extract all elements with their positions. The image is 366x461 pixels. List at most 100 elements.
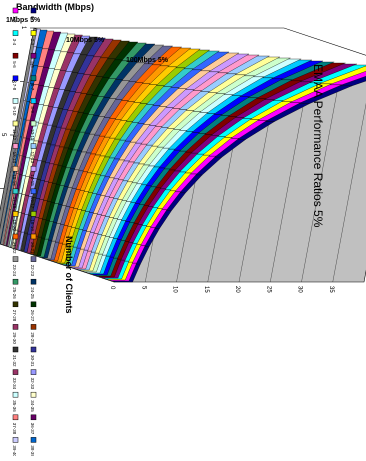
surface-cell xyxy=(32,236,42,256)
y-tick-label: 10Mbps 5% xyxy=(66,37,105,44)
legend-item: 3-4 xyxy=(12,30,19,46)
legend-swatch xyxy=(12,256,19,262)
legend-swatch xyxy=(30,52,37,59)
legend-swatch xyxy=(30,143,37,149)
legend-item: 13-14 xyxy=(12,143,19,164)
legend-label: 0-1 xyxy=(30,16,35,23)
z-tick-label: 20 xyxy=(234,286,240,293)
legend-swatch xyxy=(12,324,19,330)
legend-label: 14-15 xyxy=(30,174,35,186)
z-tick-label: 10 xyxy=(172,286,178,293)
legend-label: 24-25 xyxy=(30,287,35,299)
legend-item: 8-9 xyxy=(30,98,37,113)
legend-label: 35-36 xyxy=(12,400,17,412)
legend-item: 15-16 xyxy=(12,165,19,186)
legend-label: 11-12 xyxy=(12,129,17,141)
z-tick-label: 25 xyxy=(265,286,271,293)
legend-item: 9-10 xyxy=(12,98,19,116)
legend-label: 9-10 xyxy=(12,106,17,116)
legend-item: 30-31 xyxy=(30,346,37,367)
legend-item: 0-1 xyxy=(30,7,37,23)
legend-swatch xyxy=(30,324,37,330)
legend-item: 10-11 xyxy=(30,120,37,141)
legend-swatch xyxy=(30,211,37,217)
legend-label: 30-31 xyxy=(30,355,35,367)
legend-item: 17-18 xyxy=(12,188,19,209)
axis-labels: 05101520253035135791Mbps 5%10Mbps 5%100M… xyxy=(0,2,334,314)
surface-cell xyxy=(14,230,22,250)
legend-item: 20-21 xyxy=(30,233,37,254)
legend-label: 18-19 xyxy=(30,219,35,231)
legend-item: 24-25 xyxy=(30,278,37,299)
legend-swatch xyxy=(12,301,19,308)
legend-label: 20-21 xyxy=(30,242,35,254)
legend-swatch xyxy=(12,165,19,172)
legend-label: 13-14 xyxy=(12,152,17,164)
legend-item: 29-30 xyxy=(12,324,19,344)
legend-label: 28-29 xyxy=(30,332,35,344)
legend-swatch xyxy=(12,391,19,398)
surface-cell xyxy=(0,224,1,244)
legend-swatch xyxy=(12,211,19,217)
legend-swatch xyxy=(30,301,37,308)
surface-cell xyxy=(5,227,11,247)
z-tick-label: 5 xyxy=(140,286,146,290)
legend-label: 10-11 xyxy=(30,129,35,141)
legend-label: 15-16 xyxy=(12,174,17,186)
legend-swatch xyxy=(12,437,19,443)
legend-label: 29-30 xyxy=(12,332,17,344)
z-tick-label: 15 xyxy=(203,286,209,293)
legend-swatch xyxy=(12,188,19,195)
legend-swatch xyxy=(30,278,37,285)
series-strip-39-40 xyxy=(0,28,41,244)
legend-item: 39-40 xyxy=(12,437,19,457)
legend-swatch xyxy=(30,233,37,240)
legend-label: 39-40 xyxy=(12,445,17,456)
legend-item: 6-7 xyxy=(30,75,37,91)
legend-swatch xyxy=(30,437,37,443)
surface-cell xyxy=(2,226,8,246)
legend-item: 31-32 xyxy=(12,346,19,367)
legend-label: 5-6 xyxy=(12,61,17,68)
legend-swatch xyxy=(30,256,37,262)
legend-swatch xyxy=(30,346,37,353)
legend-label: 21-22 xyxy=(12,242,17,254)
z-tick-label: 30 xyxy=(297,286,303,293)
legend-label: 31-32 xyxy=(12,355,17,367)
legend-label: 26-27 xyxy=(30,310,35,322)
legend-item: 2-3 xyxy=(30,30,37,46)
legend-swatch xyxy=(12,369,19,375)
legend-swatch xyxy=(30,30,37,36)
legend-label: 23-24 xyxy=(12,265,17,277)
legend-item: 5-6 xyxy=(12,52,19,68)
z-gridline xyxy=(301,67,342,283)
legend-swatch xyxy=(30,7,37,14)
legend: 0-1 1-2 2-3 3-4 4-5 5-6 6-7 7-8 8-9 9-10 10-11 11-1… xyxy=(12,7,37,457)
legend-swatch xyxy=(12,98,19,104)
legend-item: 19-20 xyxy=(12,211,19,231)
legend-item: 34-35 xyxy=(30,391,37,412)
y-axis-title: Bandwidth (Mbps) xyxy=(16,2,94,12)
legend-swatch xyxy=(12,75,19,82)
legend-item: 33-34 xyxy=(12,369,19,390)
legend-swatch xyxy=(12,414,19,421)
legend-item: 25-26 xyxy=(12,278,19,299)
legend-label: 37-38 xyxy=(12,423,17,435)
legend-item: 16-17 xyxy=(30,188,37,209)
surface-cell xyxy=(23,233,32,253)
legend-item: 28-29 xyxy=(30,324,37,344)
legend-label: 25-26 xyxy=(12,287,17,299)
legend-swatch xyxy=(30,369,37,375)
legend-swatch xyxy=(30,98,37,104)
surface-cell xyxy=(17,231,25,251)
legend-item: 1-2 xyxy=(12,7,19,23)
legend-swatch xyxy=(12,278,19,285)
legend-swatch xyxy=(30,391,37,398)
legend-item: 32-33 xyxy=(30,369,37,390)
y-tick-label: 100Mbps 5% xyxy=(126,57,169,64)
legend-label: 34-35 xyxy=(30,400,35,412)
legend-swatch xyxy=(12,233,19,240)
legend-item: 27-28 xyxy=(12,301,19,322)
surface-cell xyxy=(20,232,28,252)
x-axis-title: Number of Clients xyxy=(64,236,74,314)
